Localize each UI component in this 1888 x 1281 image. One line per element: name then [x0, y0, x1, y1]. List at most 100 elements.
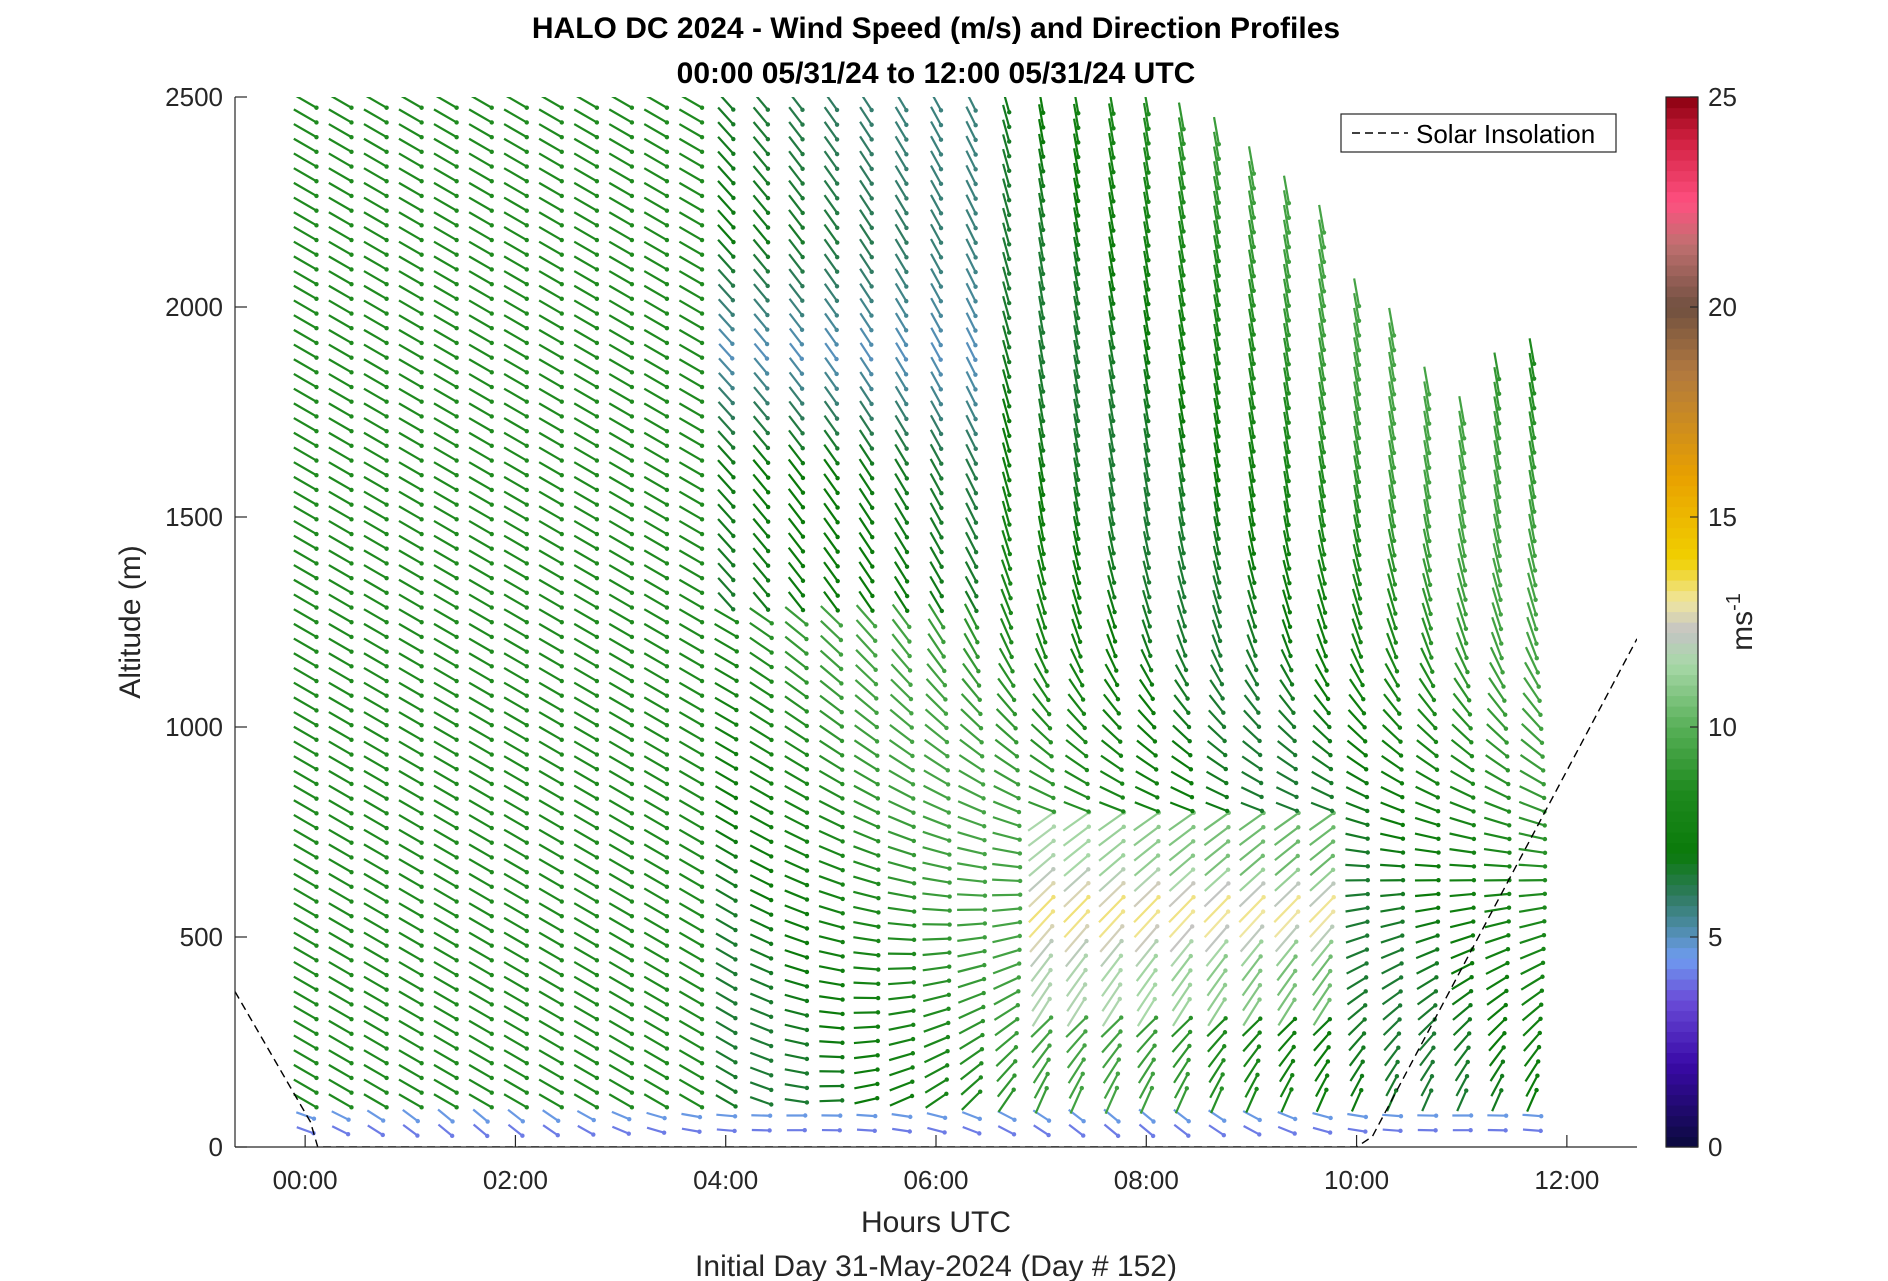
colorbar-segment	[1666, 412, 1698, 424]
wind-vector	[1309, 910, 1335, 938]
wind-vector	[538, 799, 563, 815]
wind-vector	[1002, 193, 1011, 216]
wind-vector-head	[1364, 961, 1369, 966]
wind-vector-head	[1499, 641, 1504, 646]
wind-vector-head	[910, 753, 915, 759]
wind-vector	[1353, 470, 1360, 497]
wind-vector	[398, 931, 423, 947]
wind-vector	[503, 358, 528, 374]
wind-vector-head	[982, 962, 987, 968]
wind-vector-head	[731, 533, 736, 539]
wind-vector-head	[559, 678, 564, 684]
wind-vector	[363, 167, 388, 183]
wind-vector	[1238, 882, 1265, 908]
wind-vector	[1001, 471, 1011, 496]
wind-vector-head	[941, 625, 946, 630]
wind-vector	[1418, 677, 1435, 701]
wind-vector	[995, 1046, 1017, 1067]
wind-vector-head	[1434, 753, 1439, 759]
wind-vector	[965, 487, 977, 509]
wind-vector-head	[489, 737, 494, 743]
wind-vector-head	[699, 1090, 705, 1095]
wind-vector	[503, 931, 528, 947]
wind-vector	[1238, 896, 1265, 923]
wind-vector	[894, 209, 908, 229]
wind-vector	[894, 135, 908, 155]
wind-vector	[1177, 575, 1186, 598]
wind-vector	[819, 1025, 843, 1030]
wind-vector	[1484, 906, 1510, 913]
wind-vector	[643, 916, 668, 932]
wind-vector-head	[1221, 710, 1226, 715]
wind-vector-head	[869, 313, 874, 318]
wind-vector-head	[314, 1046, 319, 1051]
wind-vector-head	[981, 1004, 986, 1010]
wind-vector	[1108, 295, 1115, 319]
y-tick-label: 1500	[165, 502, 223, 532]
wind-vector-head	[874, 710, 879, 715]
wind-vector-head	[629, 987, 635, 992]
wind-vector-head	[1257, 997, 1262, 1002]
wind-vector	[1386, 632, 1398, 658]
wind-vector-head	[594, 105, 600, 110]
wind-vector	[678, 490, 703, 506]
wind-vector-head	[1146, 199, 1151, 204]
wind-vector	[328, 755, 353, 771]
wind-vector-head	[903, 357, 909, 362]
wind-vector-head	[594, 1105, 600, 1110]
wind-vector	[1486, 990, 1508, 1006]
wind-vector-head	[594, 517, 600, 522]
colorbar-segment	[1666, 202, 1698, 214]
wind-vector	[1353, 425, 1361, 453]
wind-vector-head	[594, 972, 600, 978]
wind-vector	[1073, 472, 1080, 495]
wind-vector	[1490, 1075, 1504, 1097]
wind-vector	[398, 1093, 423, 1109]
wind-vector	[503, 990, 528, 1006]
wind-vector-head	[1539, 726, 1544, 732]
wind-vector-head	[946, 1020, 951, 1026]
wind-vector	[1387, 573, 1397, 600]
wind-vector-head	[1356, 450, 1362, 455]
wind-vector	[1102, 1058, 1120, 1084]
wind-vector-head	[594, 1090, 600, 1095]
wind-vector	[897, 97, 908, 111]
wind-vector	[398, 520, 423, 535]
wind-vector-head	[904, 564, 910, 569]
wind-vector	[608, 475, 633, 491]
wind-vector	[1108, 354, 1115, 378]
wind-vector	[924, 708, 948, 729]
wind-vector	[433, 828, 458, 844]
wind-vector	[538, 637, 563, 653]
wind-vector-head	[1075, 448, 1081, 453]
wind-vector-head	[1223, 752, 1228, 758]
wind-vector-head	[840, 796, 845, 801]
wind-vector-head	[489, 1061, 494, 1066]
wind-vector	[328, 387, 353, 403]
colorbar-segment	[1666, 1052, 1698, 1064]
wind-vector	[965, 458, 977, 479]
wind-vector-head	[1040, 404, 1046, 409]
wind-vector-head	[1120, 795, 1125, 800]
wind-vector	[328, 961, 353, 976]
wind-vector-head	[1075, 213, 1081, 218]
wind-vector	[433, 240, 458, 256]
wind-vector-head	[973, 387, 978, 392]
wind-vector	[328, 373, 353, 388]
wind-vector	[1143, 472, 1150, 495]
wind-vector	[503, 446, 528, 462]
wind-vector-head	[1430, 683, 1436, 689]
wind-vector-head	[384, 502, 389, 507]
legend: Solar Insolation	[1340, 113, 1617, 153]
wind-vector	[433, 123, 458, 139]
wind-vector	[823, 458, 839, 479]
wind-vector	[363, 784, 388, 800]
wind-vector	[961, 1090, 981, 1111]
wind-vector	[293, 755, 318, 771]
wind-vector	[433, 622, 458, 638]
wind-vector	[1066, 1030, 1087, 1054]
wind-vector	[922, 907, 950, 912]
wind-vector-head	[1261, 881, 1266, 886]
wind-vector	[643, 343, 668, 359]
wind-vector	[1280, 1088, 1293, 1113]
